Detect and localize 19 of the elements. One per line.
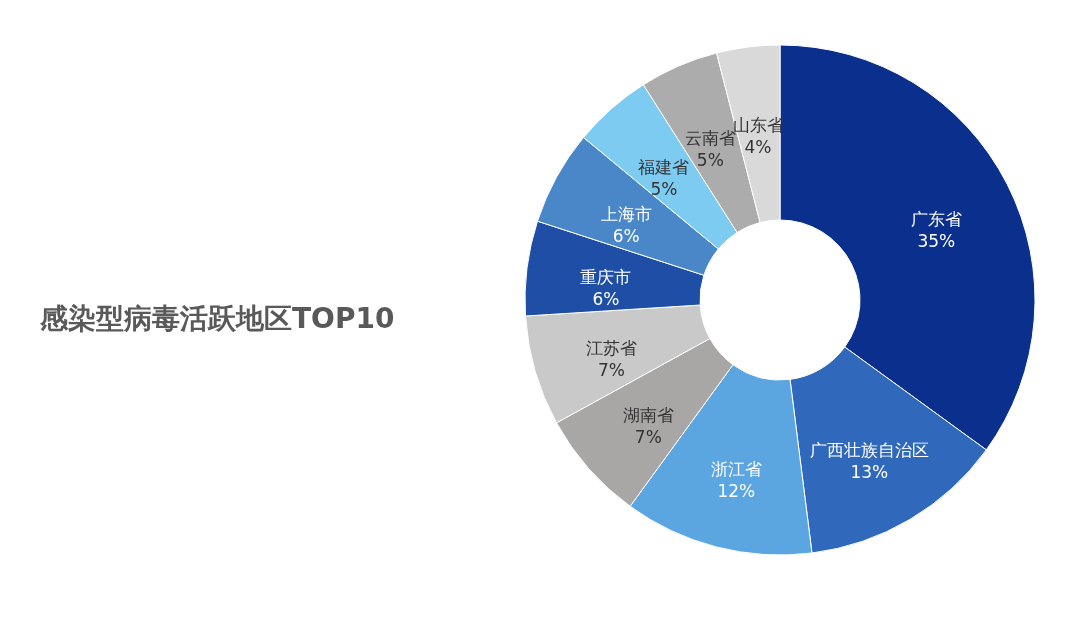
data-label: 6% xyxy=(592,289,620,309)
slice-label: 福建省 xyxy=(638,157,690,178)
slice-label: 上海市 xyxy=(600,204,652,225)
slice-label: 湖南省 xyxy=(622,405,674,426)
data-label: 4% xyxy=(744,136,772,157)
data-label: 12% xyxy=(717,480,756,501)
data-label: 7% xyxy=(597,359,625,380)
data-label: 7% xyxy=(634,427,662,448)
slice-label: 广东省 xyxy=(910,209,962,230)
data-label: 35% xyxy=(917,231,956,252)
slice-label: 广西壮族自治区 xyxy=(809,440,929,461)
data-label: 5% xyxy=(696,149,724,170)
slice-label: 浙江省 xyxy=(710,458,762,479)
text: 感染型病毒活跃地区TOP10 xyxy=(39,302,395,335)
data-label: 5% xyxy=(650,179,678,200)
data-label: 6% xyxy=(612,226,640,247)
slice-label: 江苏省 xyxy=(585,337,637,358)
data-label: 13% xyxy=(850,462,889,483)
slice-label: 重庆市 xyxy=(580,267,632,287)
